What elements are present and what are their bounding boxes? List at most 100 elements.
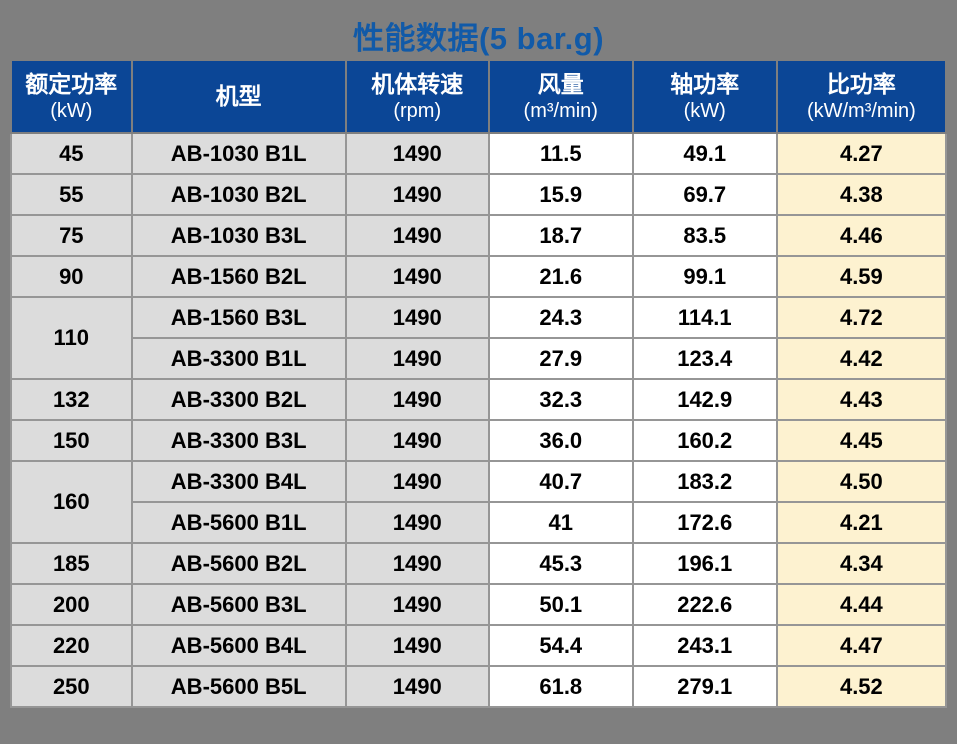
cell-speed: 1490 bbox=[344, 542, 490, 585]
column-unit: (rpm) bbox=[393, 99, 442, 122]
table-row: 45 AB-1030 B1L 1490 11.5 49.1 4.27 bbox=[10, 132, 948, 175]
table-row: 160 AB-3300 B4L 1490 40.7 183.2 4.50 bbox=[10, 460, 948, 544]
cell-shaft-power: 172.6 bbox=[631, 501, 778, 544]
cell-shaft-power: 123.4 bbox=[631, 337, 778, 380]
cell-rated-power: 90 bbox=[10, 255, 133, 298]
cell-rated-power: 150 bbox=[10, 419, 133, 462]
cell-model: AB-5600 B3L bbox=[130, 583, 347, 626]
cell-model: AB-3300 B1L bbox=[130, 337, 347, 380]
cell-specific-power: 4.50 bbox=[775, 460, 948, 503]
cell-shaft-power: 183.2 bbox=[631, 460, 778, 503]
cell-rated-power: 200 bbox=[10, 583, 133, 626]
cell-model: AB-1560 B2L bbox=[130, 255, 347, 298]
cell-speed: 1490 bbox=[344, 378, 490, 421]
cell-air-flow: 24.3 bbox=[487, 296, 634, 339]
cell-rated-power: 55 bbox=[10, 173, 133, 216]
column-label: 额定功率 bbox=[25, 71, 118, 98]
column-unit: (kW/m³/min) bbox=[806, 99, 916, 122]
cell-model: AB-5600 B1L bbox=[130, 501, 347, 544]
column-header-shaft-power: 轴功率 (kW) bbox=[631, 59, 778, 134]
cell-air-flow: 27.9 bbox=[487, 337, 634, 380]
table-row: 55 AB-1030 B2L 1490 15.9 69.7 4.38 bbox=[10, 173, 948, 216]
cell-speed: 1490 bbox=[344, 419, 490, 462]
cell-specific-power: 4.21 bbox=[775, 501, 948, 544]
cell-model: AB-3300 B2L bbox=[130, 378, 347, 421]
column-label: 轴功率 bbox=[670, 71, 740, 98]
cell-model: AB-1030 B2L bbox=[130, 173, 347, 216]
cell-specific-power: 4.43 bbox=[775, 378, 948, 421]
column-unit: (kW) bbox=[683, 99, 726, 122]
column-unit: (kW) bbox=[50, 99, 93, 122]
table-body: 45 AB-1030 B1L 1490 11.5 49.1 4.27 55 AB-1030 B… bbox=[10, 132, 948, 708]
cell-speed: 1490 bbox=[344, 583, 490, 626]
cell-speed: 1490 bbox=[344, 624, 490, 667]
cell-air-flow: 11.5 bbox=[487, 132, 634, 175]
table-row: 185 AB-5600 B2L 1490 45.3 196.1 4.34 bbox=[10, 542, 948, 585]
cell-speed: 1490 bbox=[344, 255, 490, 298]
cell-shaft-power: 243.1 bbox=[631, 624, 778, 667]
cell-rated-power: 110 bbox=[10, 296, 133, 380]
cell-shaft-power: 196.1 bbox=[631, 542, 778, 585]
cell-air-flow: 32.3 bbox=[487, 378, 634, 421]
cell-specific-power: 4.46 bbox=[775, 214, 948, 257]
cell-model: AB-1560 B3L bbox=[130, 296, 347, 339]
cell-model: AB-1030 B1L bbox=[130, 132, 347, 175]
cell-model: AB-3300 B4L bbox=[130, 460, 347, 503]
table-row: 110 AB-1560 B3L 1490 24.3 114.1 4.72 bbox=[10, 296, 948, 380]
table-row: 132 AB-3300 B2L 1490 32.3 142.9 4.43 bbox=[10, 378, 948, 421]
cell-specific-power: 4.44 bbox=[775, 583, 948, 626]
cell-specific-power: 4.34 bbox=[775, 542, 948, 585]
cell-speed: 1490 bbox=[344, 296, 490, 339]
cell-speed: 1490 bbox=[344, 173, 490, 216]
cell-speed: 1490 bbox=[344, 460, 490, 503]
cell-speed: 1490 bbox=[344, 132, 490, 175]
cell-specific-power: 4.47 bbox=[775, 624, 948, 667]
cell-air-flow: 36.0 bbox=[487, 419, 634, 462]
cell-model: AB-5600 B4L bbox=[130, 624, 347, 667]
performance-table: 额定功率 (kW) 机型 机体转速 (rpm) 风量 (m³/min) 轴功率 … bbox=[10, 59, 948, 708]
cell-rated-power: 220 bbox=[10, 624, 133, 667]
column-header-specific-power: 比功率 (kW/m³/min) bbox=[775, 59, 948, 134]
cell-specific-power: 4.38 bbox=[775, 173, 948, 216]
cell-air-flow: 41 bbox=[487, 501, 634, 544]
cell-air-flow: 61.8 bbox=[487, 665, 634, 708]
table-row: AB-3300 B1L 1490 27.9 123.4 4.42 bbox=[11, 337, 948, 380]
cell-rated-power: 160 bbox=[10, 460, 133, 544]
cell-shaft-power: 99.1 bbox=[631, 255, 778, 298]
cell-rated-power: 250 bbox=[10, 665, 133, 708]
cell-air-flow: 18.7 bbox=[487, 214, 634, 257]
header-row: 额定功率 (kW) 机型 机体转速 (rpm) 风量 (m³/min) 轴功率 … bbox=[10, 59, 948, 134]
cell-model: AB-1030 B3L bbox=[130, 214, 347, 257]
column-label: 机型 bbox=[215, 83, 262, 110]
cell-shaft-power: 83.5 bbox=[631, 214, 778, 257]
cell-shaft-power: 279.1 bbox=[631, 665, 778, 708]
cell-air-flow: 21.6 bbox=[487, 255, 634, 298]
cell-shaft-power: 69.7 bbox=[631, 173, 778, 216]
cell-rated-power: 45 bbox=[10, 132, 133, 175]
cell-shaft-power: 222.6 bbox=[631, 583, 778, 626]
table-row: 75 AB-1030 B3L 1490 18.7 83.5 4.46 bbox=[10, 214, 948, 257]
column-header-air-flow: 风量 (m³/min) bbox=[487, 59, 634, 134]
table-row: 250 AB-5600 B5L 1490 61.8 279.1 4.52 bbox=[10, 665, 948, 708]
column-unit: (m³/min) bbox=[523, 99, 598, 122]
cell-air-flow: 54.4 bbox=[487, 624, 634, 667]
table-row: 150 AB-3300 B3L 1490 36.0 160.2 4.45 bbox=[10, 419, 948, 462]
cell-air-flow: 45.3 bbox=[487, 542, 634, 585]
cell-shaft-power: 49.1 bbox=[631, 132, 778, 175]
column-label: 风量 bbox=[537, 71, 584, 98]
cell-speed: 1490 bbox=[344, 501, 490, 544]
table-header: 额定功率 (kW) 机型 机体转速 (rpm) 风量 (m³/min) 轴功率 … bbox=[10, 59, 948, 134]
cell-shaft-power: 160.2 bbox=[631, 419, 778, 462]
cell-air-flow: 15.9 bbox=[487, 173, 634, 216]
cell-rated-power: 185 bbox=[10, 542, 133, 585]
cell-specific-power: 4.59 bbox=[775, 255, 948, 298]
cell-rated-power: 75 bbox=[10, 214, 133, 257]
cell-specific-power: 4.72 bbox=[775, 296, 948, 339]
cell-shaft-power: 142.9 bbox=[631, 378, 778, 421]
column-header-rated-power: 额定功率 (kW) bbox=[10, 59, 133, 134]
table-row: AB-5600 B1L 1490 41 172.6 4.21 bbox=[11, 501, 948, 544]
cell-specific-power: 4.27 bbox=[775, 132, 948, 175]
cell-air-flow: 50.1 bbox=[487, 583, 634, 626]
cell-specific-power: 4.45 bbox=[775, 419, 948, 462]
page-title: 性能数据(5 bar.g) bbox=[352, 21, 605, 56]
